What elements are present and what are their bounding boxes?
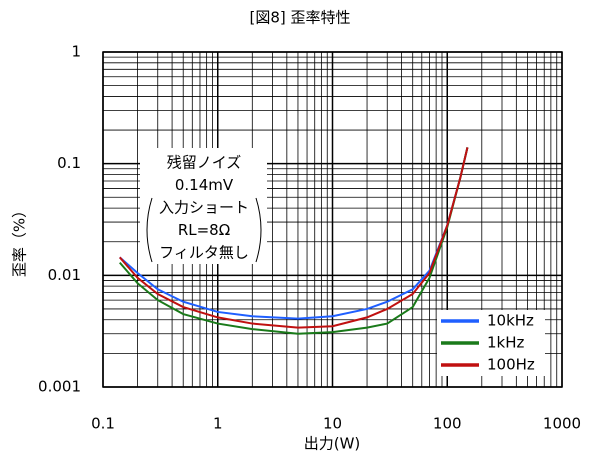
chart-title: [図8] 歪率特性	[249, 9, 350, 27]
y-tick-label: 0.1	[57, 154, 81, 172]
annotation-box	[140, 148, 267, 264]
legend-label: 100Hz	[487, 356, 535, 374]
x-tick-label: 100	[433, 415, 462, 433]
y-tick-label: 1	[71, 43, 81, 61]
legend-label: 10kHz	[487, 312, 534, 330]
legend-label: 1kHz	[487, 334, 525, 352]
annotation-text: 0.14mV	[175, 176, 234, 194]
series-line	[119, 147, 469, 329]
annotation-bracket	[146, 197, 262, 263]
x-tick-label: 10	[323, 415, 342, 433]
x-tick-label: 0.1	[91, 415, 115, 433]
y-tick-label: 0.01	[48, 266, 81, 284]
annotation-text: 残留ノイズ	[167, 154, 242, 172]
annotation-text: フィルタ無し	[159, 244, 249, 262]
x-axis-label: 出力(W)	[304, 435, 361, 453]
y-tick-label: 0.001	[38, 378, 81, 396]
plot-frame	[102, 51, 563, 388]
annotation-text: 入力ショート	[159, 199, 249, 217]
y-axis-label: 歪率（%）	[11, 203, 29, 277]
x-tick-label: 1000	[543, 415, 581, 433]
annotation-text: RL=8Ω	[178, 221, 230, 239]
x-tick-label: 1	[213, 415, 223, 433]
